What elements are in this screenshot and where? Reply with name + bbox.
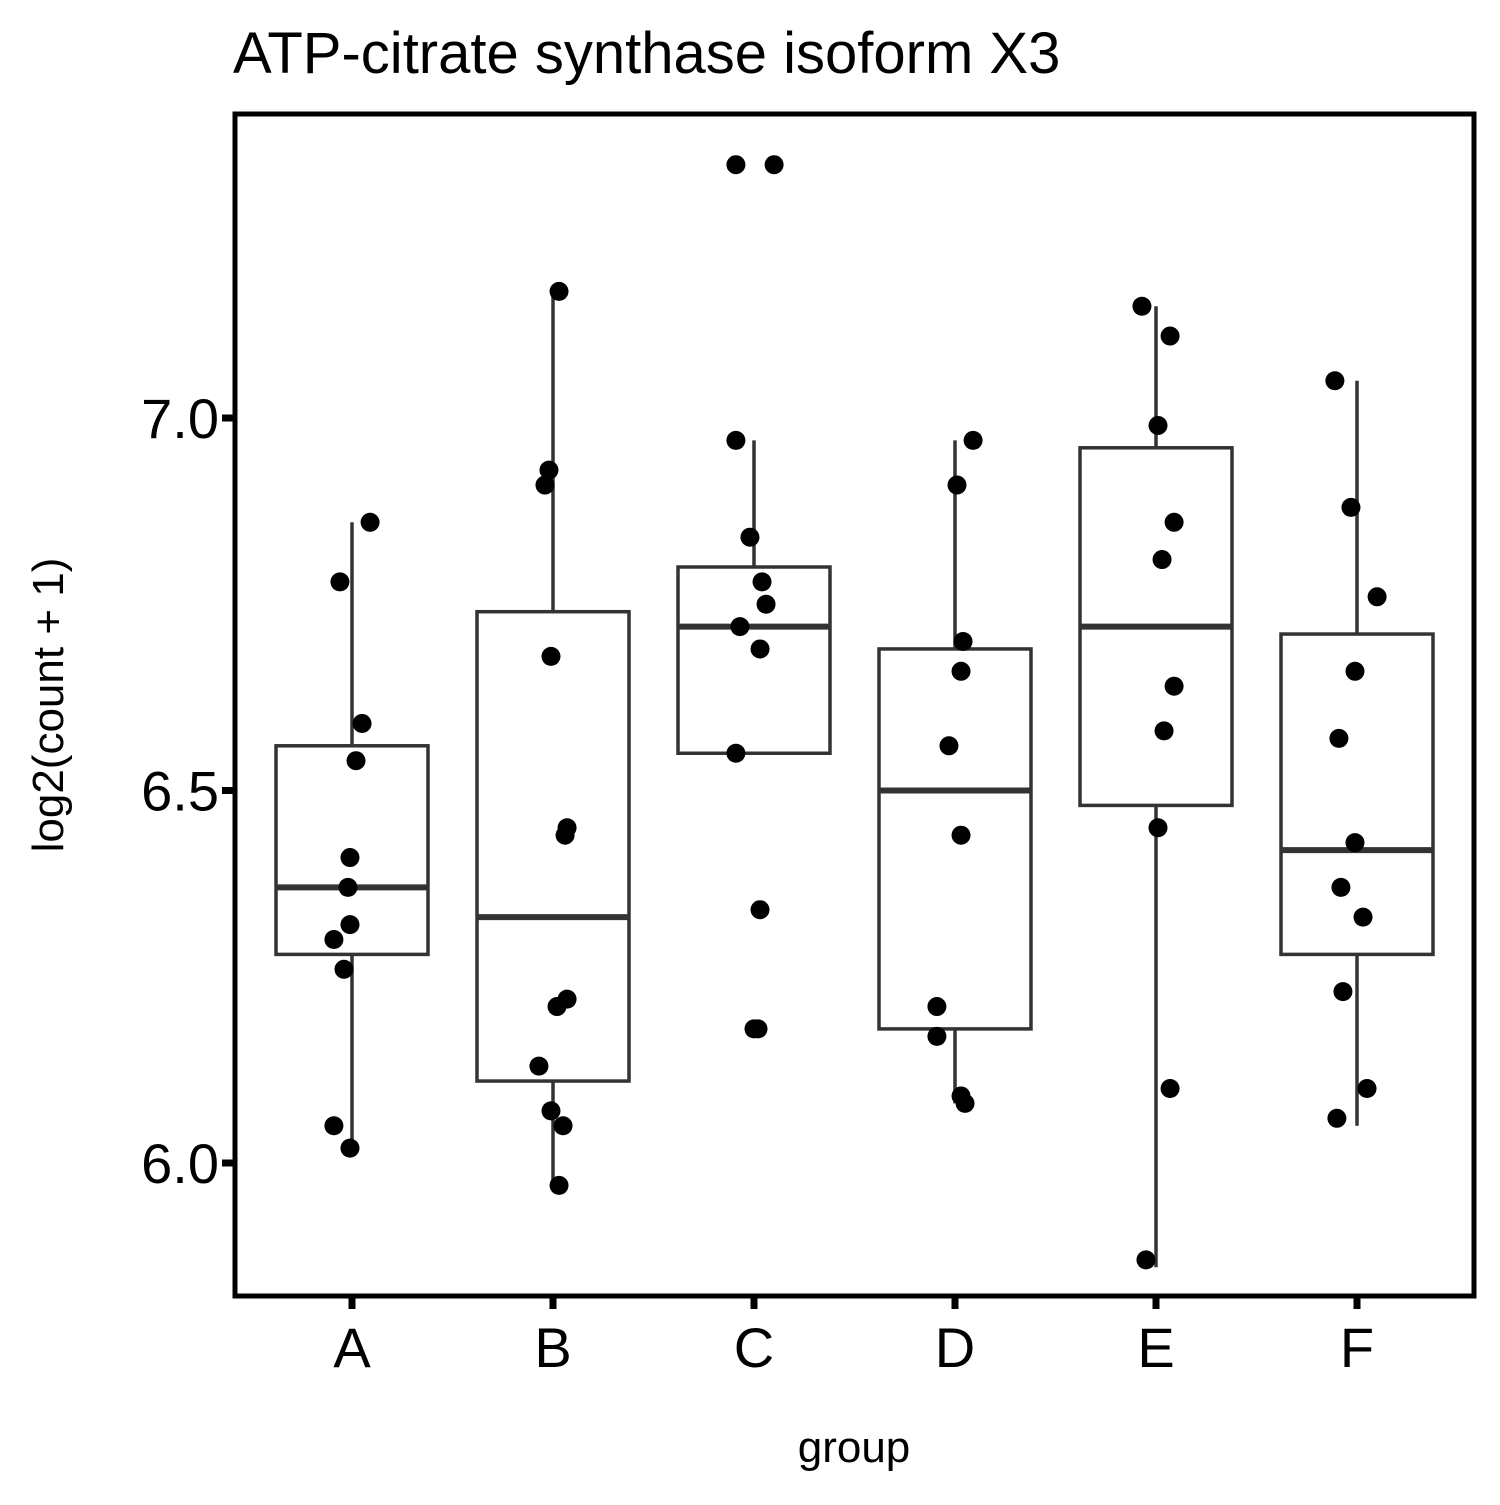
data-point bbox=[549, 1175, 569, 1195]
data-point bbox=[730, 617, 750, 637]
data-point bbox=[1160, 326, 1180, 346]
data-point bbox=[1367, 587, 1387, 607]
data-point bbox=[541, 646, 561, 666]
data-point bbox=[547, 997, 567, 1017]
data-point bbox=[541, 1101, 561, 1121]
data-point bbox=[1152, 550, 1172, 570]
y-tick-label: 7.0 bbox=[141, 387, 219, 450]
data-point bbox=[1327, 1108, 1347, 1128]
x-tick-label: E bbox=[1137, 1316, 1174, 1379]
data-point bbox=[340, 1138, 360, 1158]
data-point bbox=[539, 460, 559, 480]
data-point bbox=[740, 527, 760, 547]
data-point bbox=[529, 1056, 549, 1076]
x-tick-label: F bbox=[1340, 1316, 1374, 1379]
box-C bbox=[676, 440, 832, 755]
data-point bbox=[963, 430, 983, 450]
data-point bbox=[1341, 497, 1361, 517]
data-point bbox=[340, 915, 360, 935]
data-point bbox=[750, 900, 770, 920]
data-point bbox=[1164, 512, 1184, 532]
data-point bbox=[535, 475, 555, 495]
x-axis-label: group bbox=[798, 1423, 911, 1472]
data-point bbox=[726, 743, 746, 763]
data-point bbox=[953, 632, 973, 651]
data-point bbox=[352, 713, 372, 733]
x-axis: A B C D E F bbox=[333, 1296, 1374, 1379]
data-point bbox=[1333, 982, 1353, 1002]
x-tick-label: C bbox=[734, 1316, 774, 1379]
data-point bbox=[1331, 877, 1351, 897]
data-point bbox=[726, 430, 746, 450]
data-point bbox=[1329, 728, 1349, 748]
data-point bbox=[346, 751, 366, 771]
data-point bbox=[764, 155, 784, 175]
x-tick-label: A bbox=[333, 1316, 371, 1379]
data-point bbox=[951, 825, 971, 845]
data-point bbox=[947, 475, 967, 495]
box-D bbox=[877, 440, 1033, 1104]
data-point bbox=[1353, 907, 1373, 927]
x-tick-label: B bbox=[534, 1316, 571, 1379]
plot-area bbox=[274, 155, 1435, 1270]
data-point bbox=[338, 877, 358, 897]
data-point bbox=[553, 1116, 573, 1136]
data-point bbox=[1148, 415, 1168, 435]
data-point bbox=[1345, 661, 1365, 681]
data-point bbox=[340, 848, 360, 868]
data-point bbox=[1160, 1079, 1180, 1098]
box-A bbox=[274, 522, 430, 1149]
data-point bbox=[1154, 721, 1174, 741]
data-point bbox=[927, 1026, 947, 1046]
box-B bbox=[475, 291, 631, 1186]
box-E bbox=[1078, 306, 1234, 1268]
data-point bbox=[752, 572, 772, 592]
chart-title: ATP-citrate synthase isoform X3 bbox=[233, 21, 1060, 86]
data-points bbox=[324, 155, 1387, 1270]
x-tick-label: D bbox=[935, 1316, 975, 1379]
y-tick-label: 6.0 bbox=[141, 1132, 219, 1195]
data-point bbox=[324, 930, 344, 949]
data-point bbox=[951, 661, 971, 681]
data-point bbox=[1148, 818, 1168, 838]
data-point bbox=[555, 825, 575, 845]
box-F bbox=[1279, 380, 1435, 1126]
data-point bbox=[750, 639, 770, 659]
plot-frame bbox=[232, 111, 1477, 1299]
data-point bbox=[1164, 676, 1184, 696]
y-axis-label: log2(count + 1) bbox=[24, 558, 73, 853]
data-point bbox=[939, 736, 959, 756]
data-point bbox=[756, 594, 776, 614]
data-point bbox=[744, 1019, 764, 1039]
data-point bbox=[1136, 1250, 1156, 1270]
data-point bbox=[1325, 371, 1345, 391]
data-point bbox=[1345, 833, 1365, 853]
y-axis: 6.0 6.5 7.0 bbox=[141, 387, 235, 1195]
data-point bbox=[955, 1093, 975, 1113]
box-iqr bbox=[676, 565, 832, 755]
data-point bbox=[927, 997, 947, 1017]
box-iqr bbox=[1279, 632, 1435, 957]
y-tick-label: 6.5 bbox=[141, 760, 219, 823]
data-point bbox=[726, 155, 746, 175]
data-point bbox=[324, 1116, 344, 1136]
data-point bbox=[1357, 1079, 1377, 1098]
data-point bbox=[330, 572, 350, 592]
data-point bbox=[1132, 296, 1152, 316]
data-point bbox=[549, 281, 569, 301]
data-point bbox=[360, 512, 380, 532]
data-point bbox=[334, 959, 354, 979]
